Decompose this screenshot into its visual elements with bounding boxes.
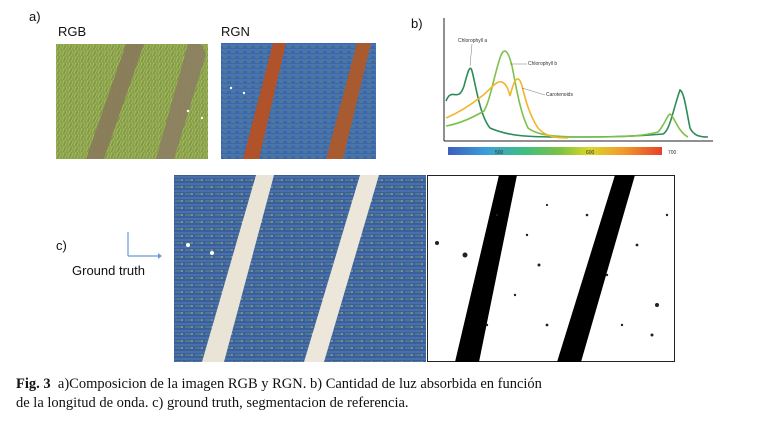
series-chlorophyll-b-line [445,50,689,138]
caption-text-line-2: de la longitud de onda. c) ground truth,… [16,395,409,411]
axis-arrow-icon [127,232,162,259]
rgn-image [221,43,376,159]
figure-caption: Fig. 3 a)Composicion de la imagen RGB y … [16,375,746,413]
series-carotenoids-line [445,77,569,139]
absorption-chart: Chlorophyll a Chlorophyll b Carotenoids … [443,18,713,156]
rgn-label: RGN [221,24,250,39]
series-label-chlorophyll-b: Chlorophyll b [528,61,557,67]
rgb-image [56,44,208,159]
series-chlorophyll-a-line [445,67,709,138]
x-tick-500: 500 [495,150,504,156]
series-label-chlorophyll-a: Chlorophyll a [458,38,487,44]
panel-b-label: b) [411,16,423,31]
series-label-carotenoids: Carotenoids [546,92,573,98]
x-tick-600: 600 [586,150,595,156]
caption-text-line-1: a)Composicion de la imagen RGB y RGN. b)… [57,376,542,392]
panel-a-label: a) [29,9,41,24]
caption-line-1: Fig. 3 a)Composicion de la imagen RGB y … [16,375,746,394]
figure-number: Fig. 3 [16,376,51,392]
x-tick-700: 700 [668,150,677,156]
ground-truth-label: Ground truth [72,263,145,278]
rgn-large-image [174,175,426,362]
spectrum-bar [448,147,662,155]
panel-c-label: c) [56,238,67,253]
rgb-label: RGB [58,24,87,39]
ground-truth-image [427,175,675,362]
